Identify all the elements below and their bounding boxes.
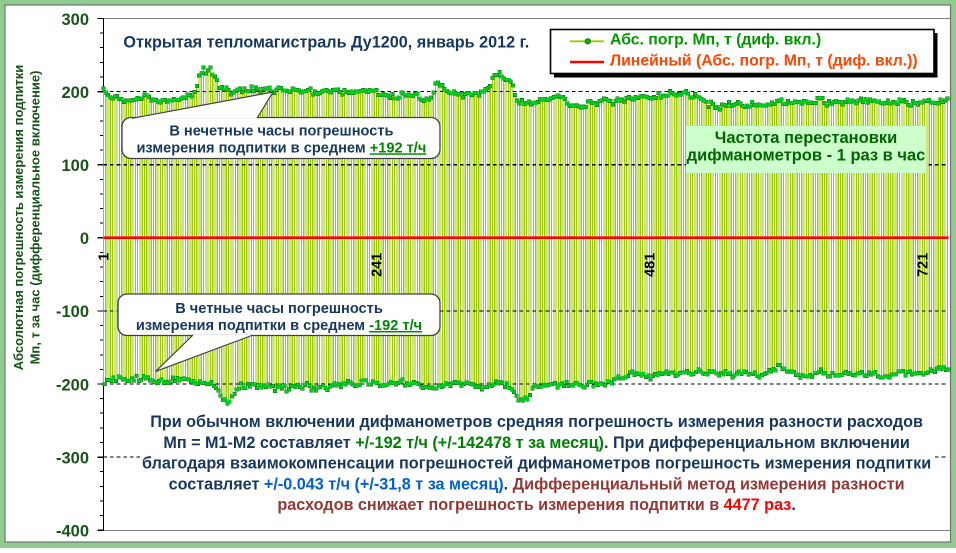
svg-text:Абс. погр. Мп, т (диф. вкл.): Абс. погр. Мп, т (диф. вкл.) (610, 32, 821, 49)
svg-text:Мп = М1-М2 составляет +/-192 т: Мп = М1-М2 составляет +/-192 т/ч (+/-142… (163, 434, 909, 452)
svg-text:Мп, т за час (дифференциальное: Мп, т за час (дифференциальное включение… (28, 71, 43, 365)
svg-text:200: 200 (61, 84, 89, 102)
svg-text:1: 1 (97, 253, 113, 261)
svg-text:расходов снижает погрешность и: расходов снижает погрешность измерения п… (277, 496, 795, 514)
svg-text:дифманометров - 1 раз в час: дифманометров - 1 раз в час (687, 147, 926, 165)
svg-text:благодаря взаимокомпенсации по: благодаря взаимокомпенсации погрешностей… (142, 455, 931, 473)
svg-text:-100: -100 (56, 303, 89, 321)
svg-text:-300: -300 (56, 449, 89, 467)
svg-text:В четные часы погрешность: В четные часы погрешность (175, 301, 383, 317)
svg-text:Линейный (Абс. погр. Мп, т (ди: Линейный (Абс. погр. Мп, т (диф. вкл.)) (610, 53, 918, 70)
svg-text:Открытая тепломагистраль Ду120: Открытая тепломагистраль Ду1200, январь … (123, 34, 529, 52)
svg-text:-400: -400 (56, 523, 89, 541)
svg-text:721: 721 (916, 253, 932, 277)
svg-text:481: 481 (643, 253, 659, 277)
svg-text:241: 241 (370, 253, 386, 277)
svg-text:В нечетные часы погрешность: В нечетные часы погрешность (169, 124, 393, 140)
svg-text:При обычном включении дифманом: При обычном включении дифманометров сред… (150, 413, 923, 431)
svg-text:Абсолютная погрешность измерен: Абсолютная погрешность измерения подпитк… (11, 65, 26, 370)
svg-text:0: 0 (80, 230, 89, 248)
svg-text:300: 300 (61, 11, 89, 29)
svg-text:Частота перестановки: Частота перестановки (715, 129, 898, 147)
svg-text:-200: -200 (56, 376, 89, 394)
svg-text:измерения подпитки в среднем +: измерения подпитки в среднем +192 т/ч (136, 140, 426, 156)
svg-text:составляет +/-0.043 т/ч (+/-31: составляет +/-0.043 т/ч (+/-31,8 т за ме… (169, 475, 905, 493)
svg-text:измерения подпитки в среднем -: измерения подпитки в среднем -192 т/ч (136, 318, 422, 334)
svg-text:100: 100 (61, 157, 89, 175)
